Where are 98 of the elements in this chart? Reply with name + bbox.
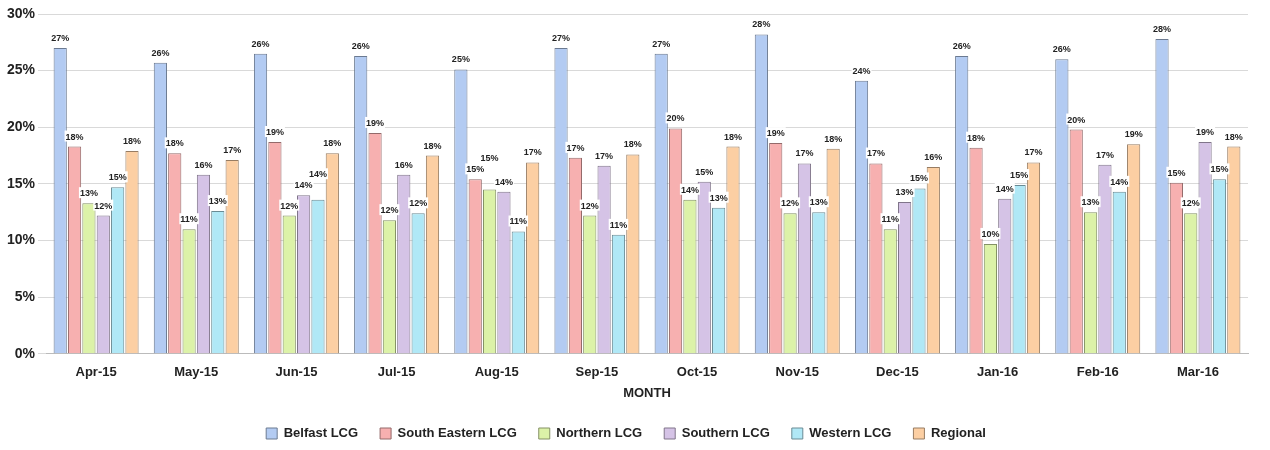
data-label: 14% [995,183,1014,194]
data-label: 20% [1067,114,1086,125]
data-label: 17% [566,142,585,153]
data-label: 14% [308,169,327,180]
x-tick-label: Feb-16 [1076,364,1119,380]
y-tick-label: 10% [6,231,36,248]
data-label: 25% [451,54,470,65]
data-label: 28% [752,19,771,30]
data-label: 16% [194,159,213,170]
data-label: 19% [265,126,284,137]
x-tick-label: May-15 [174,364,219,380]
data-label: 18% [1224,131,1243,142]
x-tick-label: Jan-16 [976,364,1019,380]
legend-label: South Eastern LCG [397,425,517,441]
data-label: 10% [981,228,1000,239]
legend-label: Southern LCG [681,425,770,441]
data-label: 26% [251,38,270,49]
data-label: 15% [695,166,714,177]
data-label: 24% [852,65,871,76]
legend-label: Regional [930,425,986,441]
data-label: 26% [351,40,370,51]
data-label: 14% [294,180,313,191]
data-label: 19% [766,128,785,139]
data-label: 18% [423,140,442,151]
data-label: 15% [1210,164,1229,175]
data-label: 13% [208,196,227,207]
data-label: 12% [580,200,599,211]
x-tick-label: Nov-15 [775,364,819,380]
data-label: 27% [51,32,70,43]
data-label: 18% [623,139,642,150]
data-label: 12% [380,205,399,216]
data-label: 18% [723,131,742,142]
data-label: 15% [108,172,127,183]
data-label: 12% [781,198,800,209]
data-label: 16% [394,159,413,170]
data-label: 15% [466,164,485,175]
data-label: 27% [552,32,571,43]
y-tick-label: 0% [14,344,36,361]
data-label: 15% [480,153,499,164]
data-label: 13% [809,197,828,208]
data-label: 19% [1196,126,1215,137]
x-tick-label: Mar-16 [1176,364,1219,380]
data-label: 20% [666,113,685,124]
data-label: 15% [1010,170,1029,181]
data-label: 11% [881,214,900,225]
data-label: 12% [1181,198,1200,209]
data-label: 17% [223,145,242,156]
x-tick-label: Oct-15 [676,364,718,380]
data-label: 17% [523,147,542,158]
data-label: 26% [1052,44,1071,55]
data-label: 18% [122,136,141,147]
x-tick-label: Jul-15 [377,364,416,380]
data-label: 12% [280,200,299,211]
y-tick-label: 20% [6,118,36,135]
data-label: 12% [409,198,428,209]
data-label: 13% [1081,197,1100,208]
legend-label: Belfast LCG [283,425,359,441]
data-label: 17% [866,148,885,159]
data-label: 15% [909,173,928,184]
y-tick-label: 30% [6,4,36,21]
legend-label: Northern LCG [556,425,643,441]
data-label: 18% [824,133,843,144]
x-tick-label: Aug-15 [474,364,519,380]
data-label: 26% [151,47,170,58]
x-tick-label: Jun-15 [275,364,318,380]
data-label: 13% [895,187,914,198]
data-label: 18% [967,132,986,143]
data-label: 17% [1095,149,1114,160]
data-label: 18% [165,138,184,149]
data-label: 14% [680,184,699,195]
data-label: 26% [952,40,971,51]
data-label: 11% [180,214,198,225]
data-label: 14% [494,176,513,187]
data-label: 18% [65,131,84,142]
data-label: 11% [509,216,528,227]
data-label: 19% [366,117,385,128]
data-label: 15% [1167,167,1186,178]
data-label: 13% [79,188,98,199]
x-axis-title: MONTH [623,384,671,400]
y-tick-label: 15% [6,174,36,191]
data-label: 13% [709,192,728,203]
data-label: 19% [1124,129,1143,140]
x-tick-label: Apr-15 [75,364,117,380]
data-label: 11% [609,219,628,230]
data-label: 28% [1153,23,1172,34]
data-label: 17% [795,148,814,159]
x-tick-label: Dec-15 [876,364,919,380]
data-label: 16% [924,151,943,162]
legend-label: Western LCG [809,425,892,441]
data-label: 14% [1110,176,1129,187]
data-label: 27% [652,38,671,49]
y-tick-label: 5% [14,288,36,305]
x-tick-label: Sep-15 [575,364,619,380]
data-label: 17% [595,150,614,161]
data-label: 17% [1024,147,1043,158]
data-label: 12% [94,200,113,211]
data-label: 18% [323,138,342,149]
y-tick-label: 25% [6,61,36,78]
